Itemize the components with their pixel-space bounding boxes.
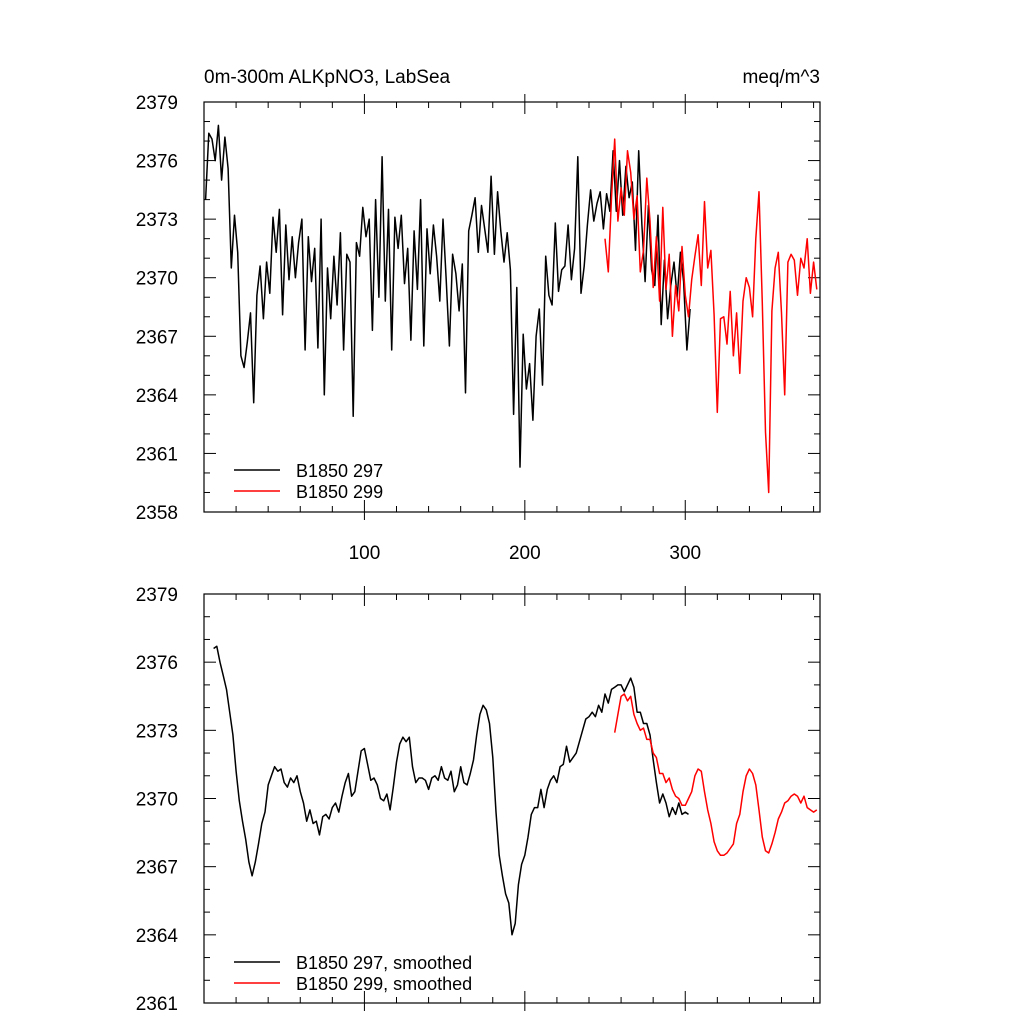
bottom-series-line-1 — [213, 645, 689, 936]
legend-label-series-1: B1850 297 — [296, 461, 383, 481]
bottom-plot-frame: 2361 2364 2367 2370 2373 2376 2379 — [136, 585, 821, 1015]
top-y-tick-label: 2358 — [136, 503, 178, 524]
bottom-y-tick-label: 2370 — [136, 790, 178, 811]
top-x-tick-label: 200 — [509, 543, 541, 564]
bottom-plot-border — [203, 593, 821, 1004]
top-y-tick-label: 2373 — [136, 210, 178, 231]
bottom-y-tick-label: 2376 — [136, 653, 178, 674]
top-y-tick-label: 2379 — [136, 93, 178, 114]
top-x-tick-label: 100 — [349, 543, 381, 564]
top-series-layer — [204, 124, 818, 494]
legend-label-smoothed-1: B1850 297, smoothed — [296, 953, 472, 973]
top-series-line-2 — [604, 138, 818, 494]
bottom-y-tick-label: 2367 — [136, 858, 178, 879]
top-x-tick-label: 300 — [669, 543, 701, 564]
top-plot-frame: 2358 2361 2364 2367 2370 2373 2376 2379 100 200 30… — [136, 93, 821, 564]
chart-title: 0m-300m ALKpNO3, LabSea — [204, 67, 451, 88]
top-series-line-1 — [204, 124, 691, 468]
bottom-series-layer — [213, 645, 818, 936]
legend-label-series-2: B1850 299 — [296, 482, 383, 502]
top-y-tick-label: 2364 — [136, 386, 179, 407]
bottom-y-tick-label: 2364 — [136, 926, 179, 947]
units-label: meq/m^3 — [742, 67, 820, 88]
bottom-y-tick-label: 2379 — [136, 585, 178, 606]
top-y-tick-label: 2361 — [136, 444, 178, 465]
top-legend: B1850 297 B1850 299 — [234, 461, 383, 502]
top-y-tick-label: 2370 — [136, 269, 178, 290]
bottom-y-tick-label: 2361 — [136, 994, 178, 1015]
top-plot-border — [203, 101, 821, 513]
top-y-tick-label: 2367 — [136, 327, 178, 348]
bottom-y-tick-label: 2373 — [136, 721, 178, 742]
legend-label-smoothed-2: B1850 299, smoothed — [296, 974, 472, 994]
bottom-series-line-2 — [613, 693, 818, 857]
top-panel: 0m-300m ALKpNO3, LabSea meq/m^3 2358 2361… — [136, 67, 821, 564]
bottom-legend: B1850 297, smoothed B1850 299, smoothed — [234, 953, 472, 994]
top-y-tick-label: 2376 — [136, 152, 178, 173]
bottom-panel: 2361 2364 2367 2370 2373 2376 2379 B1850 297, … — [136, 585, 821, 1015]
